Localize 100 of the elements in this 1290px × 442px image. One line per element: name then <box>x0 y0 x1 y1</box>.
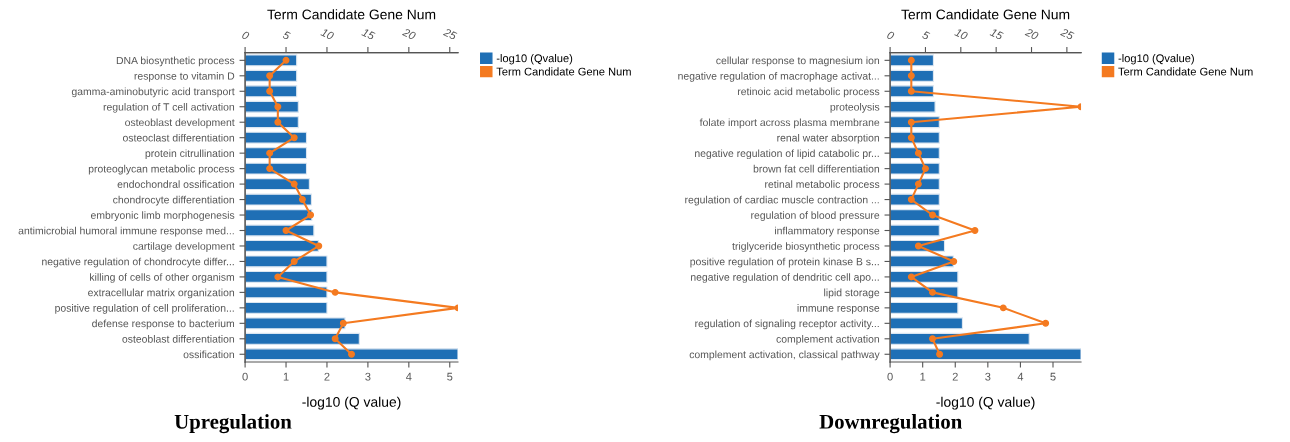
bar <box>245 178 310 191</box>
y-tick-label: regulation of T cell activation <box>103 102 235 113</box>
x-tick-label: 3 <box>985 372 991 381</box>
point <box>307 211 315 219</box>
bar <box>245 240 319 252</box>
bar <box>245 301 328 314</box>
x-tick-label: 2 <box>324 372 330 381</box>
bar <box>245 162 308 175</box>
y-tick-label: proteolysis <box>830 102 880 113</box>
bar <box>890 162 940 175</box>
point <box>950 257 958 265</box>
point <box>929 335 936 343</box>
point <box>298 196 306 204</box>
point <box>290 180 298 188</box>
point <box>907 56 915 64</box>
y-tick-label: killing of cells of other organism <box>90 273 234 283</box>
point <box>971 227 979 234</box>
y-tick-label: gamma-aminobutyric acid transport <box>71 87 235 98</box>
y-tick-label: negative regulation of lipid catabolic pr... <box>695 149 879 160</box>
bar <box>890 69 934 82</box>
y-tick-label: extracellular matrix organization <box>88 288 235 299</box>
x2-tick-label: 0 <box>886 30 895 41</box>
x2-tick-label: 10 <box>954 27 969 41</box>
y-tick-label: defense response to bacterium <box>92 319 235 330</box>
bar <box>890 100 936 113</box>
point <box>282 56 290 64</box>
x-axis-title: -log10 (Q value) <box>936 396 1035 410</box>
y-tick-label: response to vitamin D <box>134 72 235 82</box>
y-tick-label: complement activation <box>776 335 880 345</box>
bar <box>245 85 298 98</box>
bar <box>890 224 940 237</box>
y-tick-label: renal water absorption <box>777 133 880 144</box>
point <box>936 350 944 358</box>
y-tick-label: osteoblast development <box>125 118 235 129</box>
point <box>999 304 1007 312</box>
x2-tick-label: 5 <box>921 30 931 41</box>
y-tick-label: cellular response to magnesium ion <box>716 56 880 67</box>
point <box>907 273 915 281</box>
y-tick-label: negative regulation of macrophage activat... <box>678 72 879 82</box>
point <box>907 134 915 142</box>
y-tick-label: osteoclast differentiation <box>122 133 235 142</box>
y-tick-label: embryonic limb morphogenesis <box>90 211 235 221</box>
point <box>266 165 274 173</box>
y-tick-label: retinal metabolic process <box>765 180 880 191</box>
bar <box>245 131 308 144</box>
y-tick-label: immune response <box>797 304 880 314</box>
y-tick-label: regulation of blood pressure <box>751 211 880 221</box>
y-tick-label: osteoblast differentiation <box>122 335 235 343</box>
x-tick-label: 5 <box>447 372 453 381</box>
bar <box>245 147 308 160</box>
bar <box>245 116 299 129</box>
point <box>290 257 298 265</box>
bar <box>890 131 940 144</box>
point <box>348 350 355 358</box>
x2-tick-label: 25 <box>1059 27 1075 41</box>
y-tick-label: DNA biosynthetic process <box>116 56 235 67</box>
x-tick-label: 4 <box>1017 372 1024 381</box>
x2-tick-label: 15 <box>989 28 1004 41</box>
x2-tick-label: 5 <box>282 30 291 41</box>
point <box>282 227 290 234</box>
y-tick-label: lipid storage <box>824 288 880 299</box>
bar <box>890 54 934 67</box>
x-tick-label: 4 <box>406 372 412 381</box>
point <box>266 87 274 95</box>
x2-tick-label: 20 <box>401 27 417 41</box>
point <box>907 72 915 80</box>
x-axis-title: -log10 (Q value) <box>302 396 401 410</box>
y-tick-label: ossification <box>183 350 235 359</box>
point <box>266 149 274 157</box>
point <box>290 134 298 142</box>
y-tick-label: retinoic acid metabolic process <box>737 87 880 98</box>
x2-axis-title: Term Candidate Gene Num <box>267 9 436 20</box>
y-tick-label: proteoglycan metabolic process <box>88 164 235 175</box>
bar <box>245 317 346 330</box>
bar <box>890 147 940 160</box>
y-tick-label: inflammatory response <box>775 226 880 237</box>
point <box>929 288 936 296</box>
y-tick-label: complement activation, classical pathway <box>689 350 880 361</box>
y-tick-label: endochondral ossification <box>117 180 235 188</box>
y-tick-label: negative regulation of chondrocyte differ... <box>42 257 234 268</box>
point <box>266 72 274 80</box>
point <box>914 180 922 188</box>
bar <box>245 332 360 345</box>
point <box>274 273 282 281</box>
y-tick-label: cartilage development <box>133 242 235 252</box>
legend-label: -log10 (Qvalue) <box>496 54 573 65</box>
x-tick-label: 5 <box>1050 372 1056 381</box>
x2-tick-label: 10 <box>320 27 335 41</box>
point <box>914 242 922 250</box>
x-tick-label: 1 <box>283 372 289 381</box>
text: Upregulation <box>174 414 292 434</box>
point <box>907 118 915 126</box>
y-tick-label: positive regulation of protein kinase B s... <box>690 257 879 268</box>
point <box>914 149 922 157</box>
y-tick-label: negative regulation of dendritic cell apo... <box>691 273 879 283</box>
point <box>331 288 339 296</box>
bar <box>245 54 298 67</box>
bar <box>245 286 328 299</box>
y-tick-label: antimicrobial humoral immune response med... <box>18 226 234 237</box>
x2-tick-label: 0 <box>241 30 250 41</box>
